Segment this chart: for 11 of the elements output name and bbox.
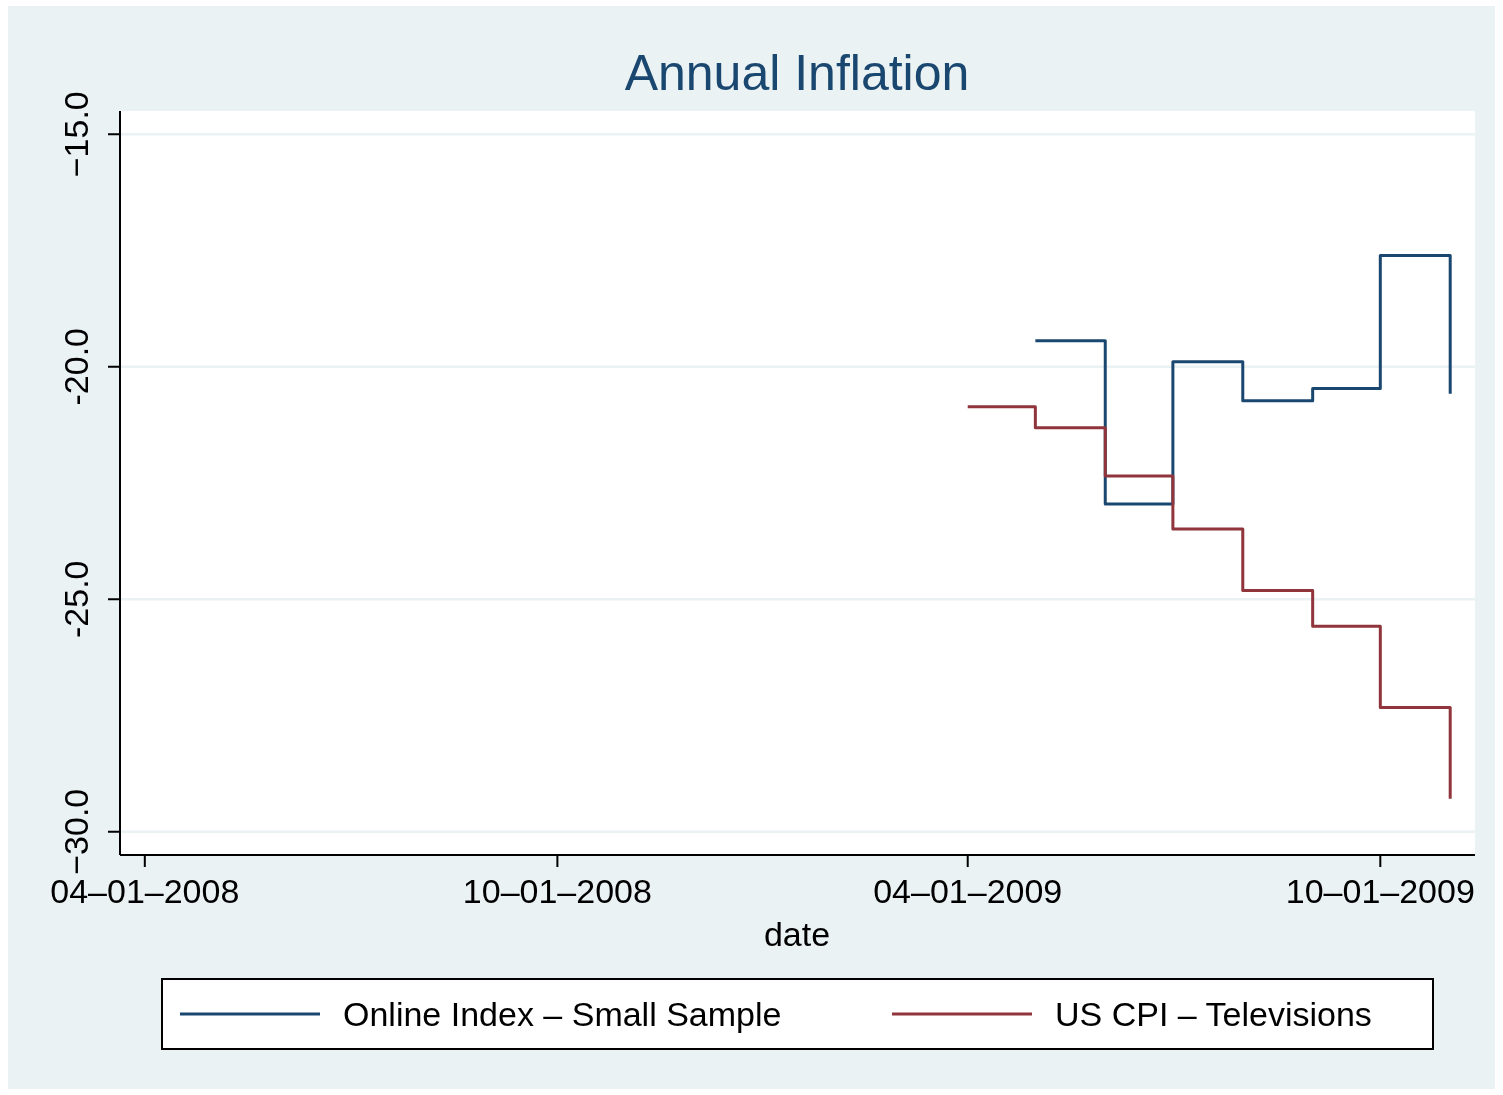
y-tick-label: −30.0 [57,788,95,875]
y-tick-label: -20.0 [57,328,95,406]
x-axis-title: date [763,915,831,953]
y-tick-label: −15.0 [57,91,95,178]
x-tick-label: 10–01–2008 [462,872,652,910]
legend-label: US CPI – Televisions [1055,995,1372,1033]
legend-label: Online Index – Small Sample [343,995,782,1033]
x-tick-label: 10–01–2009 [1285,872,1475,910]
y-tick-label: -25.0 [57,560,95,638]
x-tick-label: 04–01–2009 [873,872,1063,910]
chart-title: Annual Inflation [624,45,970,101]
